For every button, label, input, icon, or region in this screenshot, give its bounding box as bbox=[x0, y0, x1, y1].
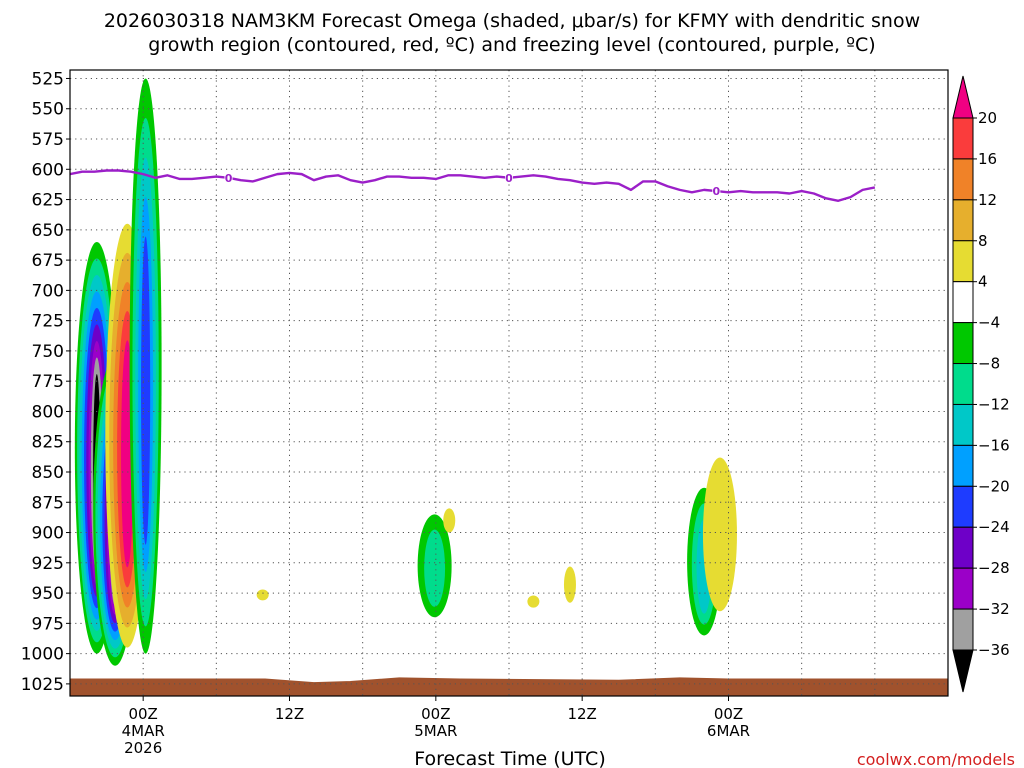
xtick-label-12-0: 12Z bbox=[275, 705, 304, 723]
terrain-strip bbox=[70, 677, 948, 696]
xtick-label-0-0: 00Z bbox=[128, 705, 157, 723]
colorbar-label-3: 8 bbox=[978, 232, 988, 250]
colorbar-label-13: −36 bbox=[978, 641, 1010, 659]
ytick-label-850: 850 bbox=[32, 463, 64, 483]
ytick-label-800: 800 bbox=[32, 402, 64, 422]
x-axis-label: Forecast Time (UTC) bbox=[414, 748, 605, 768]
ytick-label-775: 775 bbox=[32, 372, 64, 392]
colorbar-swatch-5 bbox=[952, 322, 974, 365]
colorbar-swatch-2 bbox=[952, 199, 974, 242]
colorbar-swatch-0 bbox=[952, 117, 974, 160]
freezing-level-label: 0 bbox=[712, 185, 720, 198]
xtick-label-0-1: 4MAR bbox=[122, 722, 165, 740]
colorbar-label-8: −16 bbox=[978, 436, 1010, 454]
xtick-label-24-1: 5MAR bbox=[414, 722, 457, 740]
colorbar-swatch-9 bbox=[952, 485, 974, 528]
colorbar-label-9: −20 bbox=[978, 477, 1010, 495]
ytick-label-525: 525 bbox=[32, 69, 64, 89]
credit-text[interactable]: coolwx.com/models bbox=[857, 750, 1015, 768]
omega-cell-6-0 bbox=[443, 508, 456, 533]
omega-cell-7-0 bbox=[527, 595, 540, 608]
ytick-label-700: 700 bbox=[32, 281, 64, 301]
ytick-label-975: 975 bbox=[32, 614, 64, 634]
colorbar-label-10: −24 bbox=[978, 518, 1010, 536]
colorbar-label-11: −28 bbox=[978, 559, 1010, 577]
colorbar-swatch-7 bbox=[952, 403, 974, 446]
freezing-level-label: 0 bbox=[505, 172, 513, 185]
colorbar-swatch-12 bbox=[952, 608, 974, 651]
omega-cell-5-1 bbox=[424, 529, 446, 607]
terrain-layer bbox=[70, 677, 948, 696]
xtick-label-24-0: 00Z bbox=[421, 705, 450, 723]
ytick-label-675: 675 bbox=[32, 251, 64, 271]
ytick-label-725: 725 bbox=[32, 312, 64, 332]
colorbar-swatch-4 bbox=[952, 281, 974, 324]
colorbar-label-5: −4 bbox=[978, 314, 1000, 332]
y-axis: 525 550 575 600 625 650 675 700 725 750 775 800 825 8… bbox=[21, 69, 70, 695]
colorbar-label-6: −8 bbox=[978, 355, 1000, 373]
omega-cell-4-0 bbox=[256, 589, 269, 601]
freezing-level-line bbox=[70, 169, 876, 202]
ytick-label-1000: 1000 bbox=[21, 645, 64, 665]
ytick-label-1025: 1025 bbox=[21, 675, 64, 695]
freezing-level-layer: 0 0 0 bbox=[70, 169, 876, 202]
omega-cell-10-0 bbox=[702, 457, 737, 612]
colorbar-label-4: 4 bbox=[978, 273, 988, 291]
colorbar-label-7: −12 bbox=[978, 395, 1010, 413]
colorbar-swatch-6 bbox=[952, 363, 974, 405]
omega-shading bbox=[74, 78, 737, 666]
ytick-label-900: 900 bbox=[32, 524, 64, 544]
colorbar-swatch-3 bbox=[952, 240, 974, 283]
xtick-label-48-0: 00Z bbox=[714, 705, 743, 723]
chart-title-line2: growth region (contoured, red, ºC) and f… bbox=[148, 34, 875, 56]
ytick-label-825: 825 bbox=[32, 433, 64, 453]
xtick-label-0-2: 2026 bbox=[124, 739, 162, 757]
ytick-label-600: 600 bbox=[32, 160, 64, 180]
colorbar-swatch-1 bbox=[952, 158, 974, 201]
freezing-level-label: 0 bbox=[225, 172, 233, 185]
xtick-label-36-0: 12Z bbox=[567, 705, 596, 723]
ytick-label-950: 950 bbox=[32, 584, 64, 604]
plot-frame bbox=[69, 69, 949, 697]
colorbar-label-1: 16 bbox=[978, 150, 997, 168]
colorbar-top-arrow bbox=[952, 75, 974, 119]
ytick-label-875: 875 bbox=[32, 493, 64, 513]
omega-cell-8-0 bbox=[563, 566, 576, 603]
colorbar-swatch-10 bbox=[952, 526, 974, 569]
freezing-level-label-bg bbox=[224, 170, 233, 184]
chart-title-line1: 2026030318 NAM3KM Forecast Omega (shaded… bbox=[104, 10, 920, 32]
ytick-label-750: 750 bbox=[32, 342, 64, 362]
ytick-label-625: 625 bbox=[32, 191, 64, 211]
xtick-label-48-1: 6MAR bbox=[707, 722, 750, 740]
ytick-label-550: 550 bbox=[32, 100, 64, 120]
colorbar-label-2: 12 bbox=[978, 191, 997, 209]
colorbar-bottom-arrow bbox=[952, 649, 974, 693]
ytick-label-575: 575 bbox=[32, 130, 64, 150]
colorbar-swatch-8 bbox=[952, 444, 974, 487]
colorbar-label-12: −32 bbox=[978, 600, 1010, 618]
colorbar: 20 16 12 8 4 −4 −8 −12 −16 −20 −24 −28 −32 −36 bbox=[952, 75, 1010, 693]
colorbar-label-0: 20 bbox=[978, 109, 997, 127]
omega-cell-3-4 bbox=[141, 236, 151, 545]
freezing-level-label-bg bbox=[505, 170, 513, 184]
ytick-label-650: 650 bbox=[32, 221, 64, 241]
ytick-label-925: 925 bbox=[32, 554, 64, 574]
grid-lines bbox=[70, 70, 948, 696]
freezing-level-label-bg bbox=[712, 184, 721, 198]
colorbar-swatch-11 bbox=[952, 567, 974, 610]
